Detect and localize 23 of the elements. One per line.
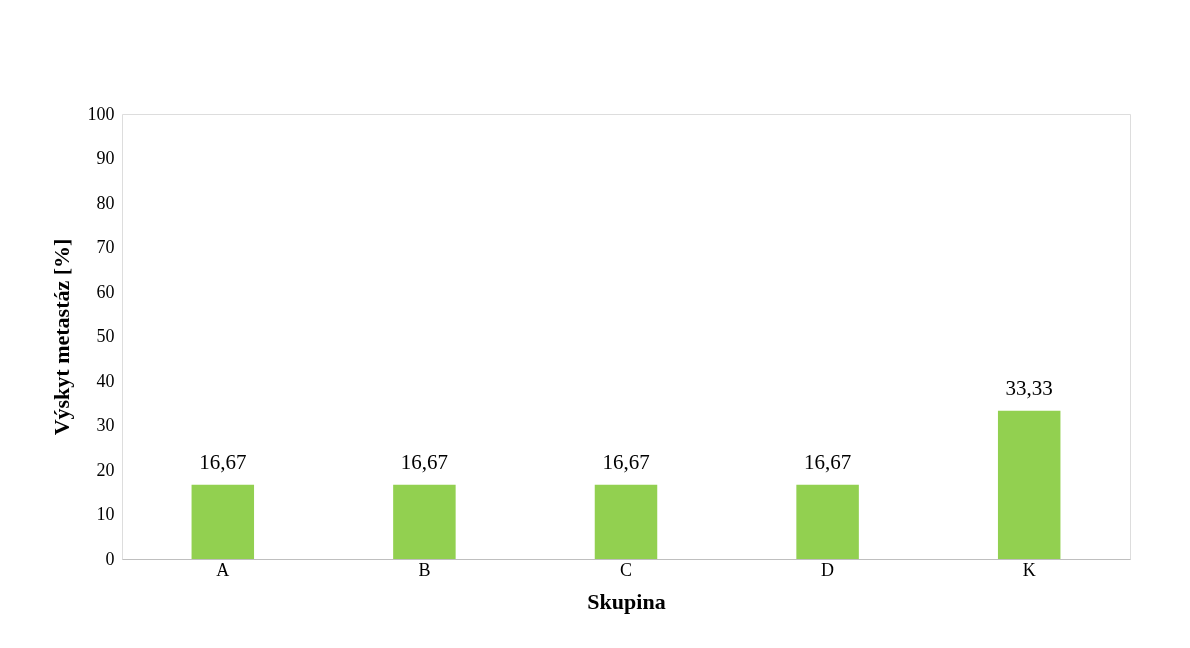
x-tick-label: B — [418, 559, 431, 580]
data-label: 16,67 — [400, 449, 449, 474]
x-tick-label: K — [1022, 559, 1036, 580]
x-tick-label: A — [216, 559, 230, 580]
y-tick-label: 30 — [96, 415, 115, 435]
y-tick-label: 100 — [87, 103, 115, 124]
data-label: 16,67 — [602, 449, 650, 474]
x-tick-label: C — [619, 559, 633, 580]
y-tick-label: 50 — [96, 326, 115, 346]
x-axis-title: Skupina — [587, 588, 666, 614]
data-label: 16,67 — [199, 449, 247, 474]
data-label: 33,33 — [1005, 375, 1053, 400]
y-tick-label: 80 — [96, 192, 115, 213]
y-tick-label: 70 — [96, 237, 115, 257]
y-axis-title: Výskyt metastáz [%] — [48, 238, 74, 436]
x-tick-label: D — [821, 559, 835, 580]
y-tick-label: 20 — [96, 459, 115, 480]
y-tick-label: 90 — [96, 148, 115, 168]
y-tick-label: 0 — [105, 548, 115, 569]
data-label: 16,67 — [803, 449, 852, 474]
y-tick-label: 60 — [96, 281, 115, 302]
y-tick-label: 40 — [96, 370, 115, 391]
y-tick-label: 10 — [96, 504, 115, 524]
